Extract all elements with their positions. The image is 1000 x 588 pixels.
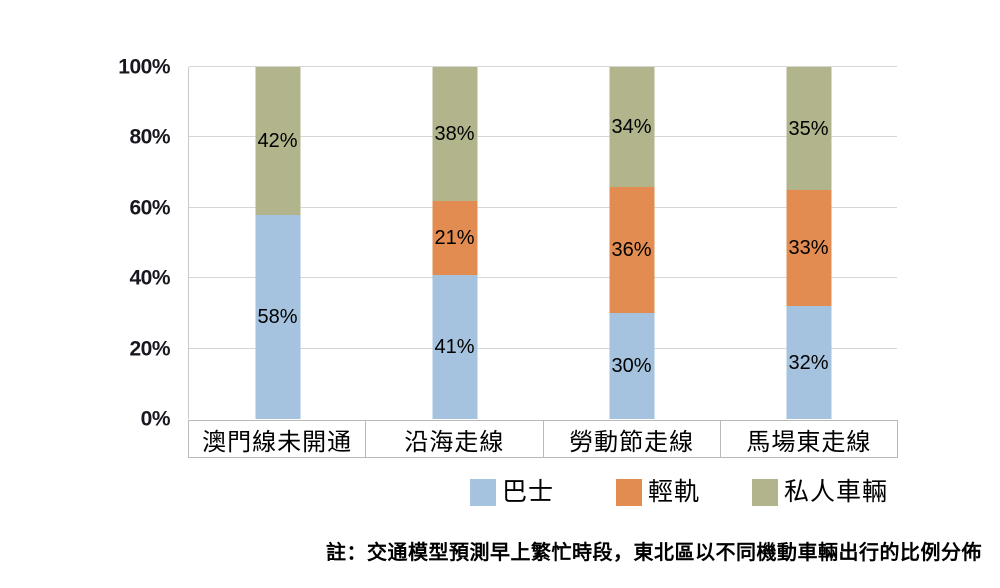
y-axis: 0% 20% 40% 60% 80% 100%: [0, 57, 170, 430]
bar-column: 30% 36% 34%: [543, 67, 720, 419]
bars: 58% 42% 41% 21% 38% 30% 36% 34% 32% 33% 35%: [189, 67, 897, 419]
bar-segment-label: 36%: [611, 239, 652, 262]
bar-segment-bus: 41%: [432, 274, 477, 419]
bar-segment-label: 35%: [788, 117, 829, 140]
legend: 巴士 輕軌 私人車輛: [470, 479, 888, 506]
gridline: [189, 206, 897, 208]
bar-segment-lrt: 33%: [786, 190, 831, 307]
bar-stack: 58% 42%: [255, 67, 300, 419]
bar-segment-lrt: 36%: [609, 186, 654, 314]
bar-segment-label: 38%: [434, 122, 475, 145]
y-tick-label: 40%: [129, 266, 170, 290]
bar-segment-bus: 30%: [609, 313, 654, 419]
legend-item: 巴士: [470, 479, 554, 506]
bar-segment-label: 41%: [434, 335, 475, 358]
gridline: [189, 277, 897, 279]
gridline: [189, 66, 897, 67]
bar-column: 32% 33% 35%: [720, 67, 897, 419]
bar-segment-private: 34%: [609, 67, 654, 187]
bar-segment-label: 33%: [788, 237, 829, 260]
y-tick-label: 0%: [140, 407, 171, 431]
legend-label: 輕軌: [648, 478, 701, 506]
gridline: [189, 136, 897, 138]
bar-stack: 30% 36% 34%: [609, 67, 654, 419]
legend-label: 巴士: [502, 478, 555, 506]
category-cell: 澳門線未開通: [202, 428, 353, 456]
y-tick-label: 100%: [118, 55, 170, 79]
bar-segment-label: 34%: [611, 115, 652, 138]
legend-swatch-private: [752, 479, 779, 506]
bar-segment-private: 35%: [786, 67, 831, 191]
y-tick-label: 60%: [129, 196, 170, 220]
bar-stack: 41% 21% 38%: [432, 67, 477, 419]
x-axis-category-row: 澳門線未開通 沿海走線 勞動節走線 馬場東走線: [188, 420, 898, 458]
bar-segment-label: 58%: [257, 305, 298, 328]
y-tick-label: 20%: [129, 337, 170, 361]
legend-swatch-lrt: [616, 479, 643, 506]
legend-label: 私人車輛: [784, 478, 889, 506]
bar-segment-lrt: 21%: [432, 200, 477, 275]
bar-segment-private: 42%: [255, 67, 300, 215]
bar-segment-label: 30%: [611, 355, 652, 378]
bar-column: 58% 42%: [189, 67, 366, 419]
gridline: [189, 347, 897, 349]
bar-segment-label: 32%: [788, 351, 829, 374]
bar-segment-label: 42%: [257, 129, 298, 152]
legend-swatch-bus: [470, 479, 496, 506]
category-cell: 勞動節走線: [542, 421, 720, 457]
bar-stack: 32% 33% 35%: [786, 67, 831, 419]
bar-segment-bus: 58%: [255, 214, 300, 419]
y-tick-label: 80%: [129, 125, 170, 149]
category-cell: 馬場東走線: [719, 421, 897, 457]
legend-item: 私人車輛: [752, 479, 888, 506]
plot-area: 58% 42% 41% 21% 38% 30% 36% 34% 32% 33% 35%: [188, 66, 897, 419]
bar-segment-private: 38%: [432, 67, 477, 201]
bar-column: 41% 21% 38%: [366, 67, 543, 419]
bar-segment-label: 21%: [434, 226, 475, 249]
footnote: 註：交通模型預測早上繁忙時段，東北區以不同機動車輛出行的比例分佈: [326, 542, 982, 564]
category-cell: 沿海走線: [365, 421, 542, 457]
legend-item: 輕軌: [616, 479, 700, 506]
bar-segment-bus: 32%: [786, 306, 831, 419]
